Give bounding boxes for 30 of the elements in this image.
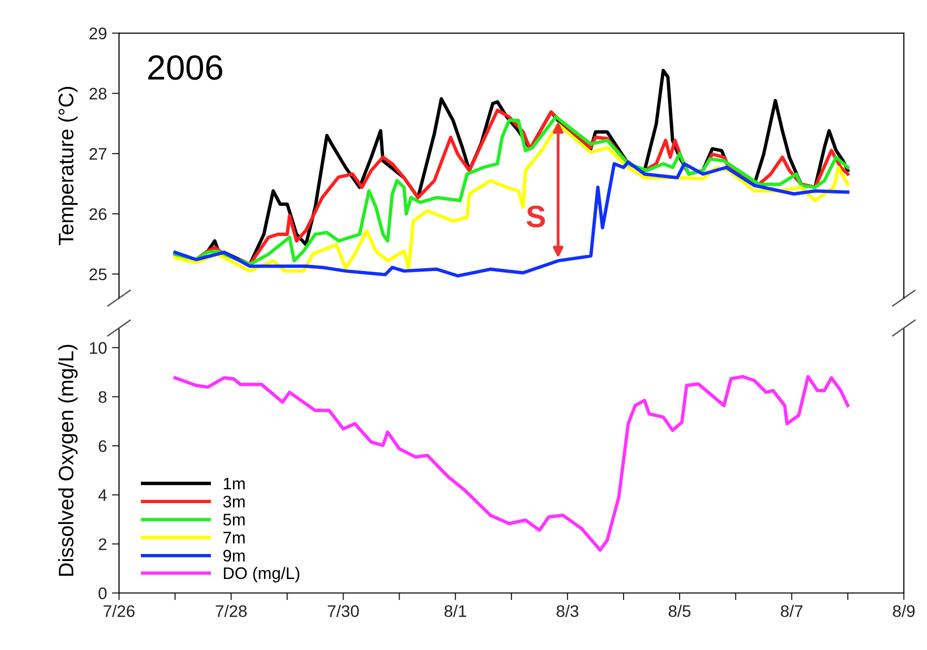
y-tick-label: 26 [90,208,106,220]
legend-label: 7m [223,532,245,544]
legend-label: 3m [223,496,245,508]
legend-label: DO (mg/L) [224,566,300,582]
y-tick-label: 10 [90,342,107,354]
y-tick-label: 28 [90,88,106,100]
x-tick-label: 8/3 [556,604,578,618]
line-series [173,160,850,278]
x-tick-label: 7/28 [216,604,247,618]
y-tick-label: 25 [90,268,107,280]
y-tick-label: 8 [98,391,106,403]
y-tick-label: 4 [98,489,107,501]
y-tick-label: 29 [90,28,106,40]
y-axis-title: Temperature (°C) [58,86,78,246]
x-tick-label: 8/5 [668,604,690,618]
x-tick-label: 8/1 [444,604,466,618]
legend-label: 9m [223,550,245,562]
x-tick-label: 7/30 [328,604,359,618]
x-tick-label: 8/7 [780,604,802,618]
annotation: S [526,206,545,228]
legend-label: 5m [223,514,245,526]
y-axis-title: Dissolved Oxygen (mg/L) [58,344,78,576]
y-tick-label: 27 [90,148,106,160]
y-tick-label: 0 [98,587,107,600]
x-tick-label: 7/26 [104,604,135,618]
y-tick-label: 6 [98,440,106,452]
y-tick-label: 2 [98,538,106,550]
x-tick-label: 8/9 [892,604,915,618]
chart-title: 2006 [148,55,222,80]
legend-label: 1m [224,478,245,490]
